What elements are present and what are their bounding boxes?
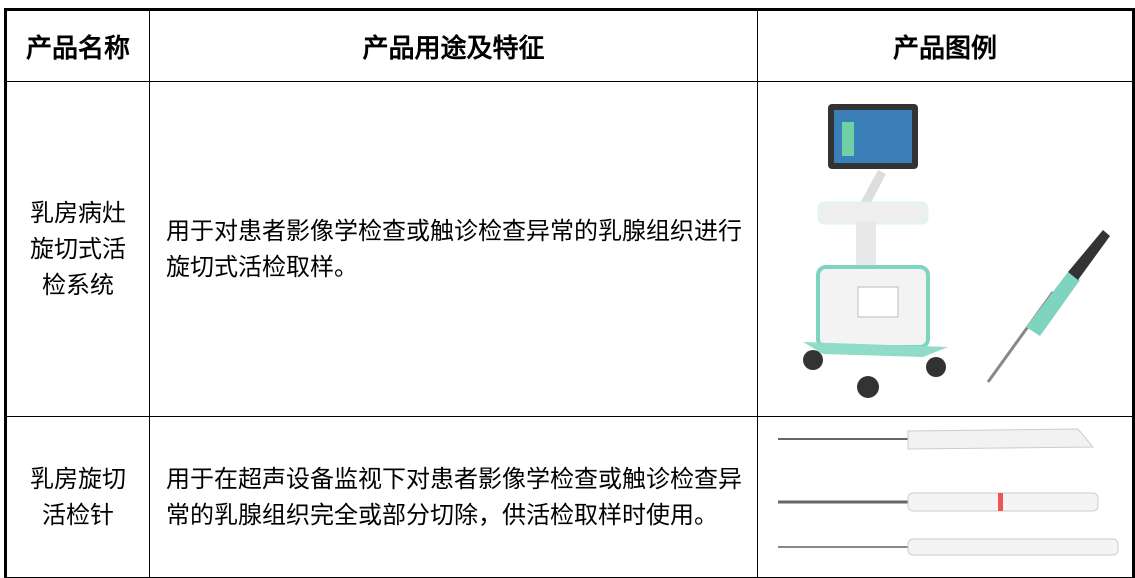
header-cell: 产品用途及特征 (149, 8, 758, 82)
product-image (757, 416, 1134, 578)
cart-illustration (803, 104, 1110, 398)
page: {"table": {"header": ["产品名称", "产品用途及特征",… (4, 8, 1135, 578)
product-description: 用于在超声设备监视下对患者影像学检查或触诊检查异常的乳腺组织完全或部分切除，供活… (149, 416, 758, 578)
product-description: 用于对患者影像学检查或触诊检查异常的乳腺组织进行旋切式活检取样。 (149, 81, 758, 417)
product-name: 乳房旋切活检针 (5, 416, 150, 578)
header-cell: 产品图例 (757, 8, 1134, 82)
header-cell: 产品名称 (5, 8, 150, 82)
header-row: 产品名称 产品用途及特征 产品图例 (5, 8, 1134, 82)
table-row: 乳房病灶旋切式活检系统 用于对患者影像学检查或触诊检查异常的乳腺组织进行旋切式活… (5, 81, 1134, 417)
table-row: 乳房旋切活检针 用于在超声设备监视下对患者影像学检查或触诊检查异常的乳腺组织完全… (5, 416, 1134, 578)
product-name: 乳房病灶旋切式活检系统 (5, 81, 150, 417)
product-table: 产品名称 产品用途及特征 产品图例 乳房病灶旋切式活检系统 用于对患者影像学检查… (4, 8, 1135, 578)
needle-illustration (778, 428, 1119, 556)
product-image (757, 81, 1134, 417)
